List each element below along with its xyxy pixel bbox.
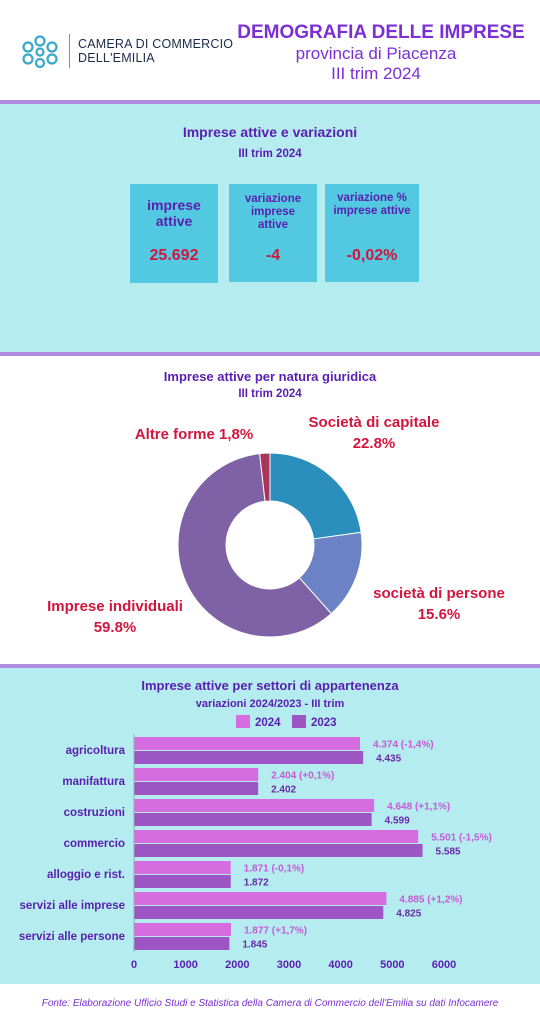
- kpi-label: imprese attive: [147, 197, 201, 229]
- source-footer: Fonte: Elaborazione Ufficio Studi e Stat…: [41, 998, 499, 1009]
- title-block: DEMOGRAFIA DELLE IMPRESE provincia di Pi…: [226, 22, 526, 84]
- donut-chart: [177, 452, 363, 638]
- bar-2024: [134, 737, 360, 750]
- pie-label-partnerships-name: società di persone: [373, 585, 505, 602]
- category-label: servizi alle imprese: [20, 900, 125, 912]
- bar-value-label: 4.374 (-1,4%): [373, 740, 434, 751]
- pie-label-capital-pct: 22.8%: [352, 435, 396, 452]
- pie-label-individual-pct: 59.8%: [93, 619, 137, 636]
- kpi-value: 25.692: [149, 247, 199, 264]
- section-divider: [0, 352, 540, 356]
- bar-2024: [134, 830, 419, 843]
- x-tick-label: 4000: [328, 959, 352, 971]
- x-tick-label: 3000: [277, 959, 301, 971]
- category-label: agricoltura: [66, 745, 126, 757]
- bar-value-label: 5.585: [436, 847, 461, 858]
- kpi-label: variazione % imprese attive: [333, 192, 411, 217]
- pie-label-capital: Società di capitale 22.8%: [286, 412, 462, 454]
- category-label: alloggio e rist.: [47, 869, 125, 881]
- bar-2024: [134, 923, 231, 936]
- org-line-1: CAMERA DI COMMERCIO: [78, 37, 234, 51]
- legend-item-2023: 2023: [292, 715, 337, 731]
- bar-chart: agricoltura 4.374 (-1,4%) 4.435 manifattura…: [19, 734, 492, 971]
- kpi-section-subtitle: III trim 2024: [238, 148, 302, 160]
- bar-2023: [134, 782, 259, 795]
- legend-label-2024: 2024: [255, 717, 281, 729]
- bar-value-label: 4.599: [385, 816, 410, 827]
- bar-2023: [134, 875, 231, 888]
- x-tick-label: 2000: [225, 959, 249, 971]
- logo-divider: [69, 34, 70, 68]
- bar-value-label: 1.845: [242, 940, 267, 951]
- kpi-active-businesses: imprese attive 25.692: [130, 184, 218, 283]
- legend-swatch-2023: [292, 715, 306, 728]
- legal-form-section: Imprese attive per natura giuridica III …: [0, 356, 540, 664]
- bar-value-label: 4.435: [376, 754, 401, 765]
- kpi-value: -0,02%: [346, 247, 398, 264]
- bar-2023: [134, 937, 230, 950]
- bar-chart-title: Imprese attive per settori di appartenen…: [141, 678, 399, 693]
- bar-2023: [134, 844, 423, 857]
- bar-value-label: 4.885 (+1,2%): [399, 895, 462, 906]
- bar-value-label: 1.872: [244, 878, 269, 889]
- pie-chart-subtitle: III trim 2024: [238, 388, 302, 400]
- pie-slice-other: [259, 452, 271, 502]
- page-subtitle-province: provincia di Piacenza: [295, 44, 457, 63]
- kpi-section: Imprese attive e variazioni III trim 202…: [0, 104, 540, 352]
- pie-label-other-text: Altre forme 1,8%: [134, 426, 254, 443]
- bar-value-label: 2.402: [271, 785, 296, 796]
- category-label: manifattura: [62, 776, 125, 788]
- bar-value-label: 2.404 (+0,1%): [271, 771, 334, 782]
- pie-label-partnerships: società di persone 15.6%: [352, 583, 526, 625]
- x-tick-label: 1000: [173, 959, 197, 971]
- bar-value-label: 5.501 (-1,5%): [431, 833, 492, 844]
- bar-chart-subtitle: variazioni 2024/2023 - III trim: [195, 698, 345, 710]
- page-title: DEMOGRAFIA DELLE IMPRESE: [237, 22, 525, 43]
- kpi-variation-count: variazione imprese attive -4: [229, 184, 317, 282]
- pie-label-capital-name: Società di capitale: [308, 414, 440, 431]
- pie-label-individual: Imprese individuali 59.8%: [24, 596, 206, 638]
- kpi-label: variazione imprese attive: [244, 193, 302, 231]
- kpi-value: -4: [265, 247, 281, 264]
- org-line-2: DELL'EMILIA: [78, 51, 155, 65]
- kpi-section-title: Imprese attive e variazioni: [182, 124, 358, 140]
- category-label: commercio: [64, 838, 125, 850]
- kpi-variation-percent: variazione % imprese attive -0,02%: [325, 184, 419, 282]
- sector-section: Imprese attive per settori di appartenen…: [0, 668, 540, 984]
- pie-label-individual-name: Imprese individuali: [47, 598, 183, 615]
- legend-swatch-2024: [236, 715, 250, 728]
- bar-2023: [134, 751, 364, 764]
- category-label: costruzioni: [64, 807, 125, 819]
- pie-label-other: Altre forme 1,8%: [104, 424, 284, 445]
- header: CAMERA DI COMMERCIO DELL'EMILIA DEMOGRAF…: [0, 0, 540, 100]
- organization-name: CAMERA DI COMMERCIO DELL'EMILIA: [78, 37, 233, 65]
- bar-2023: [134, 906, 384, 919]
- page-subtitle-period: III trim 2024: [331, 64, 421, 83]
- bar-value-label: 1.877 (+1,7%): [244, 926, 307, 937]
- bar-2024: [134, 799, 375, 812]
- x-tick-label: 5000: [380, 959, 404, 971]
- pie-slice-capital: [269, 452, 362, 540]
- pie-slice-individual: [177, 453, 332, 638]
- category-label: servizi alle persone: [19, 931, 125, 943]
- legend-item-2024: 2024: [236, 715, 281, 731]
- pie-label-partnerships-pct: 15.6%: [417, 606, 461, 623]
- x-tick-label: 0: [131, 959, 137, 971]
- bar-value-label: 4.825: [396, 909, 421, 920]
- bar-value-label: 4.648 (+1,1%): [387, 802, 450, 813]
- bar-2024: [134, 768, 259, 781]
- bar-2023: [134, 813, 372, 826]
- bar-2024: [134, 861, 231, 874]
- chamber-logo-icon: [22, 35, 58, 68]
- legend-label-2023: 2023: [311, 717, 337, 729]
- pie-chart-title: Imprese attive per natura giuridica: [163, 369, 377, 384]
- bar-legend: 2024 2023: [0, 715, 540, 731]
- bar-value-label: 1.871 (-0,1%): [244, 864, 305, 875]
- bar-2024: [134, 892, 387, 905]
- x-tick-label: 6000: [432, 959, 456, 971]
- section-divider: [0, 100, 540, 104]
- section-divider: [0, 664, 540, 668]
